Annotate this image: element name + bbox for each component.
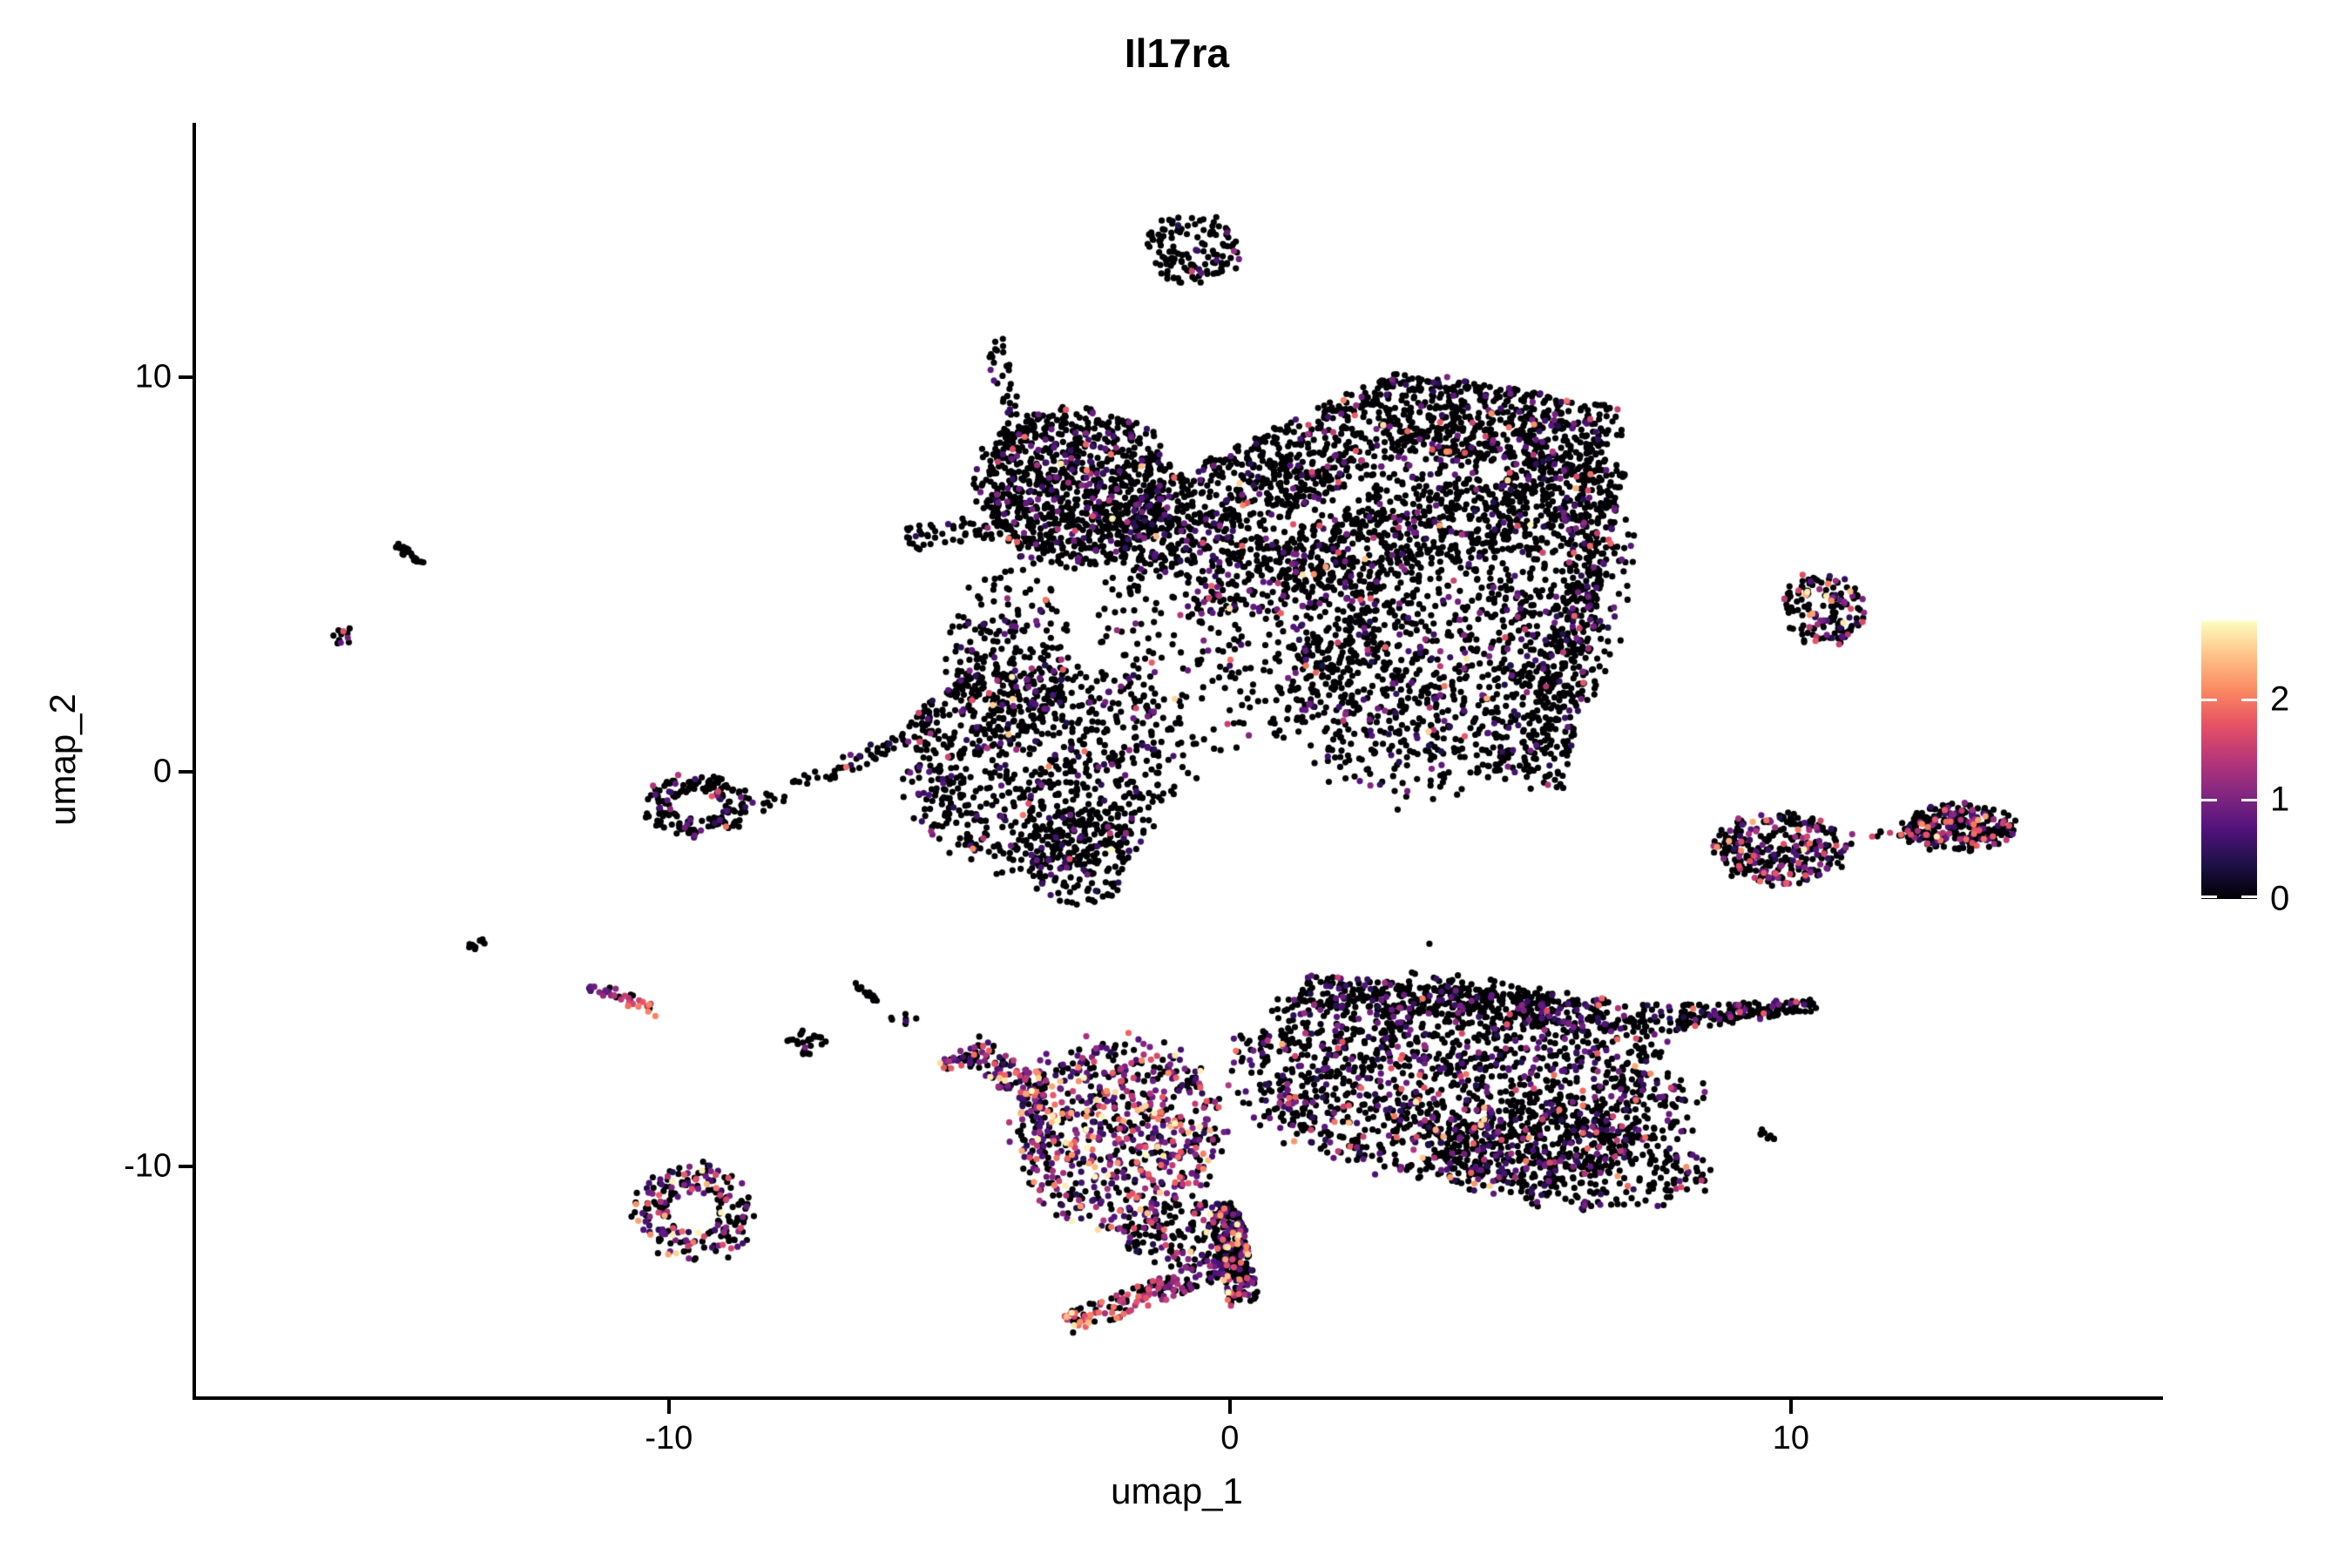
colorbar-label: 2 <box>2270 679 2290 719</box>
colorbar-tick <box>2241 699 2257 702</box>
x-tick-label: 10 <box>1772 1420 1810 1456</box>
x-tick-label: -10 <box>645 1420 693 1456</box>
y-tick-mark <box>179 1164 193 1168</box>
x-axis-title: umap_1 <box>1111 1470 1243 1511</box>
y-axis-title: umap_2 <box>42 693 83 826</box>
colorbar-tick <box>2201 699 2217 702</box>
x-tick-mark <box>666 1400 671 1414</box>
colorbar-label: 1 <box>2270 780 2290 819</box>
colorbar-label: 0 <box>2270 879 2290 918</box>
y-tick-label: 0 <box>152 753 172 790</box>
y-tick-label: 10 <box>134 358 172 395</box>
colorbar-tick <box>2241 798 2257 801</box>
x-tick-label: 0 <box>1220 1420 1240 1456</box>
y-tick-label: -10 <box>124 1147 172 1185</box>
y-tick-mark <box>179 770 193 774</box>
y-axis-line <box>193 123 196 1400</box>
x-tick-mark <box>1227 1400 1232 1414</box>
expression-colorbar <box>2201 621 2257 899</box>
colorbar-tick <box>2241 896 2257 898</box>
x-tick-mark <box>1788 1400 1793 1414</box>
colorbar-tick <box>2201 798 2217 801</box>
colorbar-tick <box>2201 896 2217 898</box>
x-axis-line <box>193 1396 2163 1400</box>
y-tick-mark <box>179 375 193 380</box>
